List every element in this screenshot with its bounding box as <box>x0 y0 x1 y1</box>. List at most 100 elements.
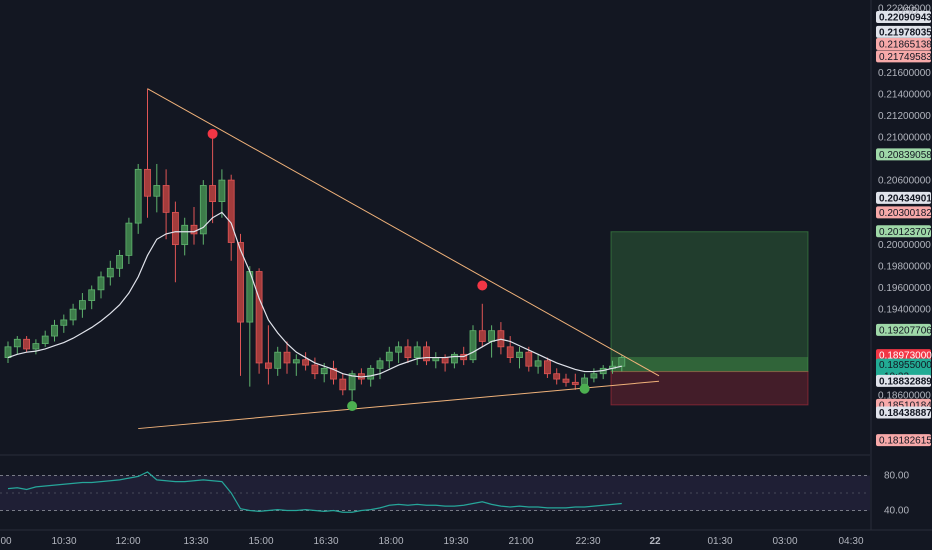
candle-body <box>199 185 207 235</box>
price-tick-label: 0.20000000 <box>878 240 931 251</box>
candle-body <box>339 378 347 391</box>
price-tick-label: 0.21000000 <box>878 133 931 144</box>
candle-body <box>144 168 151 197</box>
candle-body <box>562 378 570 383</box>
candle[interactable] <box>190 206 198 245</box>
price-tag <box>876 38 931 51</box>
price-tick-label: 0.20600000 <box>878 176 931 187</box>
time-tick-label: 18:00 <box>378 536 403 547</box>
triangle-trendlines[interactable] <box>138 88 660 430</box>
candle[interactable] <box>51 319 58 342</box>
candle[interactable] <box>423 341 430 366</box>
time-tick-label: 15:00 <box>248 536 273 547</box>
candle[interactable] <box>97 271 105 299</box>
candle[interactable] <box>171 201 179 283</box>
candle[interactable] <box>88 285 96 310</box>
candle-body <box>51 324 58 337</box>
candle[interactable] <box>534 354 542 374</box>
trendline[interactable] <box>138 380 660 430</box>
candle[interactable] <box>237 233 244 376</box>
position-loss-zone[interactable] <box>610 371 809 406</box>
candle[interactable] <box>376 357 384 380</box>
candle[interactable] <box>339 373 347 396</box>
candle[interactable] <box>302 352 310 371</box>
candle[interactable] <box>153 163 161 213</box>
candle[interactable] <box>60 314 68 333</box>
pivot-marker[interactable] <box>347 400 358 411</box>
price-tag-label: 0.20300182 <box>879 208 932 219</box>
candle[interactable] <box>181 217 189 256</box>
candle[interactable] <box>23 336 31 353</box>
candle[interactable] <box>525 346 533 372</box>
position-profit-zone[interactable] <box>610 231 809 373</box>
candle-body <box>581 377 588 385</box>
candle-body <box>516 351 523 358</box>
currency-label[interactable]: USD <box>897 6 918 17</box>
price-tick-label: 0.21200000 <box>878 111 931 122</box>
candle[interactable] <box>292 354 300 376</box>
candle[interactable] <box>264 325 272 385</box>
moving-average-line[interactable] <box>7 211 622 378</box>
candle-body <box>469 330 477 361</box>
candle-body <box>41 335 49 344</box>
pivot-marker[interactable] <box>579 383 590 394</box>
candle[interactable] <box>227 174 235 261</box>
candle[interactable] <box>79 293 86 318</box>
candle[interactable] <box>562 373 570 387</box>
candle[interactable] <box>516 346 523 369</box>
candle[interactable] <box>450 352 458 369</box>
candle[interactable] <box>571 373 579 390</box>
candle[interactable] <box>199 180 207 245</box>
candle[interactable] <box>553 368 561 385</box>
price-tag-label: 0.20123707 <box>879 227 932 238</box>
candle[interactable] <box>330 360 337 385</box>
candle[interactable] <box>385 346 393 369</box>
candle[interactable] <box>41 330 49 347</box>
price-tag-label: 0.18973000 <box>879 351 932 362</box>
pivot-marker[interactable] <box>207 128 218 139</box>
candle[interactable] <box>506 336 514 363</box>
candle[interactable] <box>69 303 77 326</box>
candle[interactable] <box>162 169 170 240</box>
candle-body <box>404 346 412 358</box>
candle[interactable] <box>116 250 123 277</box>
candle[interactable] <box>404 339 412 363</box>
candle[interactable] <box>469 325 477 363</box>
candle[interactable] <box>13 336 21 355</box>
candle[interactable] <box>395 341 403 363</box>
indicator-pane[interactable]: 80.00 40.00 <box>0 454 909 517</box>
candle[interactable] <box>311 357 319 380</box>
pivot-markers[interactable] <box>207 128 590 411</box>
position-live-profit-zone <box>611 357 808 372</box>
candle[interactable] <box>413 341 421 366</box>
time-tick-label: 22:30 <box>575 536 600 547</box>
long-position-tool[interactable] <box>610 231 809 406</box>
price-tag <box>876 349 931 362</box>
candle-body <box>255 271 263 364</box>
candle[interactable] <box>544 357 551 379</box>
candle[interactable] <box>106 260 114 286</box>
time-axis[interactable]: 10:30 12:00 13:30 15:00 16:30 18:00 19:30 21:00… <box>0 529 932 547</box>
candle[interactable] <box>255 268 263 374</box>
price-axis[interactable]: 0.22200000 0.21600000 0.21400000 0.21200000… <box>870 0 932 530</box>
candle[interactable] <box>283 341 291 374</box>
indicator-line[interactable] <box>7 471 622 513</box>
candle[interactable] <box>478 303 486 347</box>
candle[interactable] <box>32 339 40 355</box>
trendline[interactable] <box>147 88 660 377</box>
candle[interactable] <box>590 368 598 383</box>
candle-body <box>181 224 189 246</box>
candle-body <box>292 359 300 364</box>
candle-body <box>32 343 40 350</box>
price-tick-label: 0.19800000 <box>878 262 931 273</box>
candle-body <box>283 351 291 364</box>
candle[interactable] <box>125 217 133 264</box>
pivot-marker[interactable] <box>477 280 488 291</box>
candle[interactable] <box>274 346 282 376</box>
candle[interactable] <box>218 169 226 218</box>
candle[interactable] <box>134 163 142 234</box>
candle[interactable] <box>209 131 217 224</box>
candle[interactable] <box>144 88 151 218</box>
candle-body <box>218 179 226 203</box>
